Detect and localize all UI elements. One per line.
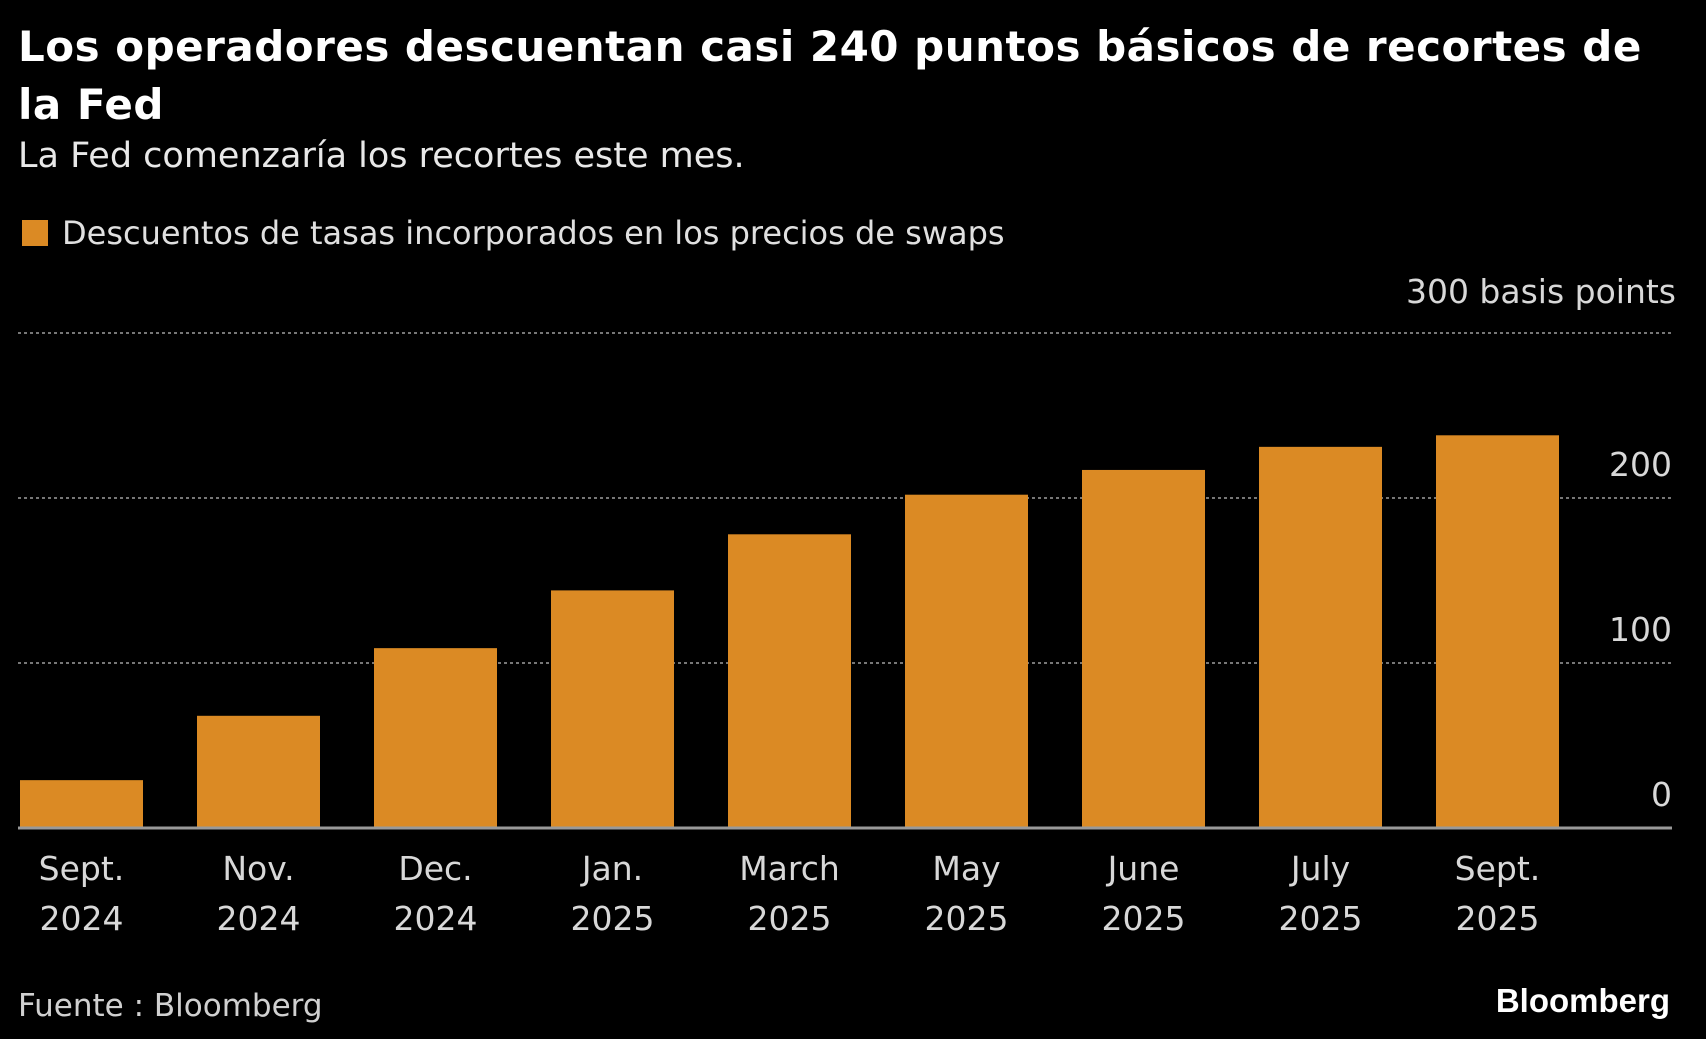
y-axis-unit-label: 300 basis points bbox=[1405, 272, 1676, 311]
x-tick-label: 2025 bbox=[748, 899, 832, 938]
legend-label: Descuentos de tasas incorporados en los … bbox=[62, 214, 1005, 252]
chart-title: Los operadores descuentan casi 240 punto… bbox=[18, 22, 1642, 129]
x-tick-label: July bbox=[1289, 849, 1350, 888]
x-tick-label: 2024 bbox=[394, 899, 478, 938]
x-tick-label: Dec. bbox=[398, 849, 472, 888]
y-tick-label: 200 bbox=[1609, 445, 1672, 484]
legend-swatch bbox=[22, 220, 48, 246]
x-tick-label: Sept. bbox=[1455, 849, 1541, 888]
bar bbox=[1436, 435, 1559, 828]
legend: Descuentos de tasas incorporados en los … bbox=[22, 214, 1005, 252]
bar bbox=[1082, 469, 1205, 828]
x-tick-label: 2024 bbox=[40, 899, 124, 938]
bloomberg-logo: Bloomberg bbox=[1495, 982, 1670, 1019]
x-tick-label: May bbox=[932, 849, 1000, 888]
y-tick-label: 100 bbox=[1609, 610, 1672, 649]
x-tick-label: 2025 bbox=[925, 899, 1009, 938]
x-tick-label: Nov. bbox=[222, 849, 294, 888]
bar bbox=[728, 534, 851, 828]
x-tick-label: Sept. bbox=[39, 849, 125, 888]
bar bbox=[374, 648, 497, 828]
bar bbox=[20, 780, 143, 828]
bar bbox=[197, 715, 320, 828]
bar bbox=[551, 590, 674, 828]
x-tick-label: 2024 bbox=[217, 899, 301, 938]
bar bbox=[905, 494, 1028, 828]
x-tick-label: Jan. bbox=[580, 849, 643, 888]
chart-subtitle: La Fed comenzaría los recortes este mes. bbox=[18, 136, 745, 176]
bar bbox=[1259, 446, 1382, 828]
y-tick-label: 0 bbox=[1651, 775, 1672, 814]
x-tick-label: 2025 bbox=[1102, 899, 1186, 938]
x-tick-label: 2025 bbox=[1456, 899, 1540, 938]
x-tick-label: 2025 bbox=[571, 899, 655, 938]
x-tick-label: 2025 bbox=[1279, 899, 1363, 938]
x-tick-label: June bbox=[1106, 849, 1180, 888]
x-tick-label: March bbox=[739, 849, 840, 888]
source-note: Fuente : Bloomberg bbox=[18, 988, 323, 1024]
